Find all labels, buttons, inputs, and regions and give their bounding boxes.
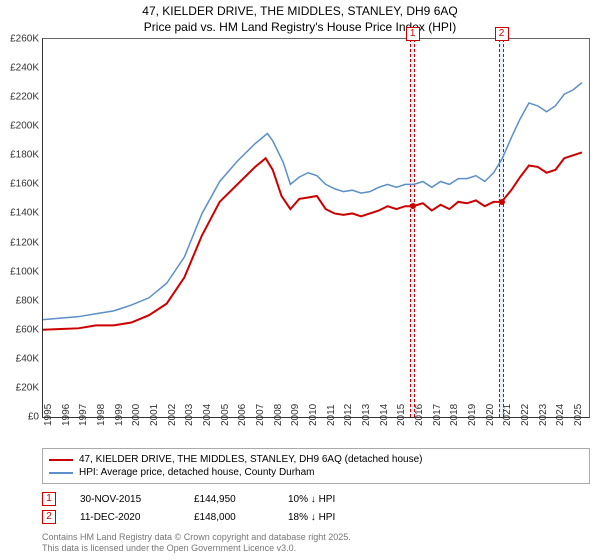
y-axis-tick: £60K [1,324,39,335]
transactions-table: 1 30-NOV-2015 £144,950 10% ↓ HPI 2 11-DEC-202… [42,490,590,526]
y-axis-tick: £200K [1,121,39,132]
legend-row: HPI: Average price, detached house, Coun… [49,466,583,479]
y-axis-tick: £20K [1,382,39,393]
transaction-row: 1 30-NOV-2015 £144,950 10% ↓ HPI [42,490,590,508]
transaction-price: £144,950 [194,494,264,505]
page-title: 47, KIELDER DRIVE, THE MIDDLES, STANLEY,… [0,0,600,20]
transaction-price: £148,000 [194,512,264,523]
y-axis-tick: £120K [1,237,39,248]
legend-label: HPI: Average price, detached house, Coun… [79,467,315,478]
y-axis-tick: £80K [1,295,39,306]
legend-label: 47, KIELDER DRIVE, THE MIDDLES, STANLEY,… [79,454,422,465]
y-axis-tick: £160K [1,179,39,190]
legend-swatch [49,472,73,474]
transaction-date: 11-DEC-2020 [80,512,170,523]
y-axis-tick: £260K [1,34,39,45]
y-axis-tick: £220K [1,92,39,103]
y-axis-tick: £240K [1,63,39,74]
transaction-number: 1 [42,492,56,506]
legend-swatch [49,459,73,461]
y-axis-tick: £100K [1,266,39,277]
y-axis-tick: £40K [1,353,39,364]
transaction-delta: 18% ↓ HPI [288,512,335,523]
y-axis-tick: £180K [1,150,39,161]
transaction-number: 2 [42,510,56,524]
y-axis-tick: £0 [1,412,39,423]
chart-lines [43,39,589,417]
legend: 47, KIELDER DRIVE, THE MIDDLES, STANLEY,… [42,448,590,484]
footer-line-2: This data is licensed under the Open Gov… [42,543,590,554]
y-axis-tick: £140K [1,208,39,219]
transaction-date: 30-NOV-2015 [80,494,170,505]
footer-attribution: Contains HM Land Registry data © Crown c… [42,532,590,554]
footer-line-1: Contains HM Land Registry data © Crown c… [42,532,590,543]
transaction-row: 2 11-DEC-2020 £148,000 18% ↓ HPI [42,508,590,526]
series-price_paid [43,152,582,329]
chart-area: £0£20K£40K£60K£80K£100K£120K£140K£160K£1… [42,38,590,418]
legend-row: 47, KIELDER DRIVE, THE MIDDLES, STANLEY,… [49,453,583,466]
page-subtitle: Price paid vs. HM Land Registry's House … [0,20,600,38]
transaction-delta: 10% ↓ HPI [288,494,335,505]
